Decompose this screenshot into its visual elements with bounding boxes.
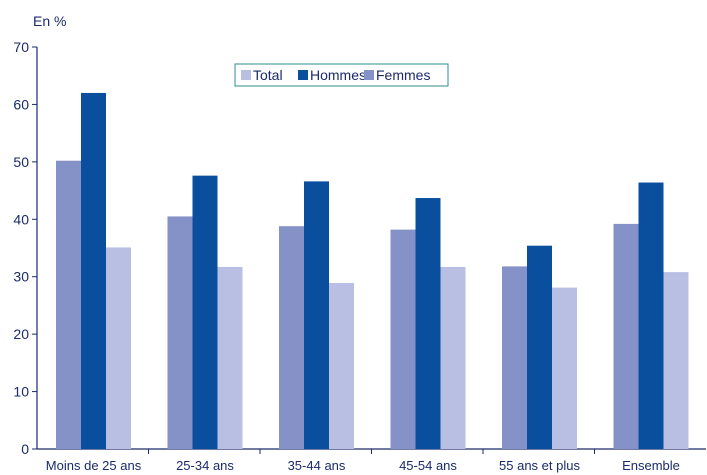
bar-femmes-5 <box>663 272 689 449</box>
legend-box <box>234 63 449 87</box>
bar-femmes-0 <box>106 247 131 449</box>
unit-label: En % <box>33 13 66 29</box>
bar-total-0 <box>56 160 81 450</box>
bar-femmes-3 <box>440 266 466 449</box>
bar-total-5 <box>613 223 639 449</box>
x-tick-label: 35-44 ans <box>288 458 346 473</box>
bar-total-1 <box>167 216 193 449</box>
y-tick-label: 10 <box>13 384 29 400</box>
x-tick-label: 25-34 ans <box>176 458 234 473</box>
y-tick-label: 70 <box>13 39 29 55</box>
bar-hommes-0 <box>81 92 106 449</box>
bar-hommes-3 <box>415 198 441 449</box>
y-tick-label: 20 <box>13 326 29 342</box>
legend: Total Hommes Femmes <box>234 63 449 87</box>
x-tick-label: Moins de 25 ans <box>46 458 142 473</box>
legend-swatch-femmes <box>364 70 374 80</box>
bar-femmes-2 <box>329 283 354 449</box>
legend-label-hommes: Hommes <box>310 67 366 83</box>
y-tick-label: 60 <box>13 96 29 112</box>
y-tick-label: 0 <box>21 441 29 457</box>
bar-hommes-2 <box>304 181 329 449</box>
bar-hommes-5 <box>638 182 664 449</box>
x-tick-label: 45-54 ans <box>399 458 457 473</box>
bar-total-2 <box>279 226 304 449</box>
axes <box>36 47 706 450</box>
x-tick-label: Ensemble <box>622 458 680 473</box>
bar-hommes-1 <box>192 175 218 449</box>
x-axis-labels: Moins de 25 ans 25-34 ans 35-44 ans 45-54 a… <box>46 449 680 473</box>
y-tick-label: 30 <box>13 269 29 285</box>
bar-total-3 <box>390 229 416 449</box>
y-tick-label: 40 <box>13 211 29 227</box>
bars <box>56 92 689 450</box>
y-axis-ticks: 0 10 20 30 40 50 60 70 <box>13 39 37 457</box>
legend-label-femmes: Femmes <box>376 67 430 83</box>
bar-hommes-4 <box>527 245 552 449</box>
bar-femmes-1 <box>217 266 243 449</box>
y-tick-label: 50 <box>13 154 29 170</box>
legend-label-total: Total <box>253 67 283 83</box>
legend-swatch-total <box>241 70 251 80</box>
x-tick-label: 55 ans et plus <box>499 458 580 473</box>
bar-femmes-4 <box>552 287 577 449</box>
legend-swatch-hommes <box>298 70 308 80</box>
bar-total-4 <box>502 266 527 449</box>
